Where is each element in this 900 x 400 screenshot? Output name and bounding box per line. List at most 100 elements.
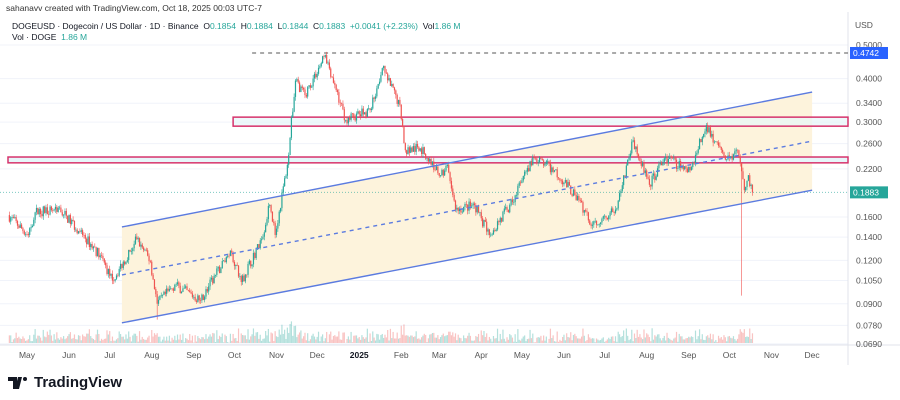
volume-bar (589, 337, 591, 343)
volume-bar (300, 330, 302, 343)
volume-bar (529, 329, 531, 343)
volume-bar (555, 341, 557, 343)
candle-body (541, 159, 543, 161)
volume-bar (731, 338, 733, 343)
volume-bar (644, 337, 646, 343)
candle-body (288, 155, 290, 165)
candle-body (562, 180, 564, 185)
volume-bar (420, 337, 423, 343)
candle-body (522, 175, 524, 181)
candle-body (389, 78, 392, 86)
volume-bar (110, 341, 112, 343)
volume-indicator-title[interactable]: Vol · DOGE (12, 32, 57, 42)
candle-body (616, 208, 618, 210)
candle-body (8, 215, 10, 222)
candle-body (220, 268, 222, 274)
candle-body (601, 218, 603, 223)
candle-body (164, 291, 166, 294)
volume-bar (218, 335, 221, 343)
volume-bar (384, 334, 386, 343)
volume-bar (506, 337, 508, 343)
volume-bar (197, 336, 199, 343)
candle-body (52, 210, 54, 211)
candle-body (260, 239, 263, 241)
time-tick-label: Jul (599, 350, 610, 360)
volume-bar (617, 331, 619, 343)
candle-body (434, 169, 436, 171)
candle-body (229, 250, 231, 256)
volume-bar (637, 336, 640, 343)
volume-bar (735, 340, 737, 343)
candle-body (75, 229, 77, 231)
volume-bar (544, 340, 546, 343)
volume-bar (244, 335, 246, 343)
volume-bar (392, 331, 394, 343)
candle-body (163, 291, 165, 296)
candle-body (678, 161, 680, 169)
volume-bar (327, 342, 329, 343)
volume-bar (152, 336, 154, 343)
time-tick-label: Nov (764, 350, 780, 360)
volume-bar (208, 336, 210, 343)
candle-body (684, 166, 686, 170)
candle-body (525, 171, 527, 173)
volume-bar (599, 339, 602, 343)
candle-body (404, 143, 406, 151)
candle-body (323, 56, 325, 57)
candle-body (176, 282, 179, 285)
volume-bar (292, 335, 294, 343)
volume-bar (498, 341, 500, 343)
volume-bar (305, 340, 307, 343)
tradingview-logo[interactable]: TradingView (8, 374, 122, 391)
candle-body (613, 212, 615, 213)
candle-body (232, 252, 234, 262)
price-tick-label: 0.1600 (856, 212, 882, 222)
candle-body (86, 238, 88, 245)
volume-bar (543, 335, 545, 343)
volume-bar (217, 339, 219, 343)
volume-bar (90, 336, 92, 343)
candle-body (559, 178, 561, 181)
candle-body (320, 63, 322, 67)
volume-bar (100, 338, 103, 343)
candle-body (581, 200, 583, 203)
volume-bar (681, 336, 683, 343)
volume-bar (46, 331, 48, 343)
candle-body (349, 117, 351, 120)
candle-body (137, 238, 139, 240)
candle-body (532, 157, 534, 166)
volume-bar (324, 338, 326, 343)
price-tick-label: 0.1200 (856, 255, 882, 265)
volume-bar (369, 333, 371, 343)
candle-body (402, 119, 404, 127)
volume-bar (604, 341, 606, 343)
volume-bar (536, 337, 538, 343)
volume-bar (296, 337, 298, 343)
volume-bar (190, 340, 192, 343)
candle-body (304, 89, 306, 95)
volume-bar (136, 335, 138, 343)
volume-bar (492, 336, 495, 343)
volume-bar (666, 332, 668, 343)
candle-body (450, 180, 453, 189)
candle-body (149, 261, 151, 262)
volume-bar (31, 341, 34, 343)
volume-bar (274, 331, 276, 343)
volume-bar (86, 333, 88, 343)
candle-body (168, 289, 170, 291)
price-chart[interactable]: USD 0.5000 0.4000 0.3400 0.3000 0.2600 0.2200 0… (0, 0, 900, 370)
volume-bar (60, 337, 62, 343)
candle-body (685, 166, 687, 169)
volume-bar (395, 338, 397, 343)
candle-body (469, 201, 472, 207)
candle-body (362, 108, 364, 115)
symbol-title[interactable]: DOGEUSD · Dogecoin / US Dollar · 1D · Bi… (12, 21, 199, 31)
volume-bar (564, 340, 566, 343)
candle-body (722, 149, 724, 153)
volume-bar (26, 340, 28, 343)
price-tick-label: 0.0690 (856, 339, 882, 349)
candle-body (124, 261, 126, 265)
candle-body (303, 87, 305, 90)
candle-body (703, 133, 705, 137)
volume-bar (454, 333, 457, 343)
